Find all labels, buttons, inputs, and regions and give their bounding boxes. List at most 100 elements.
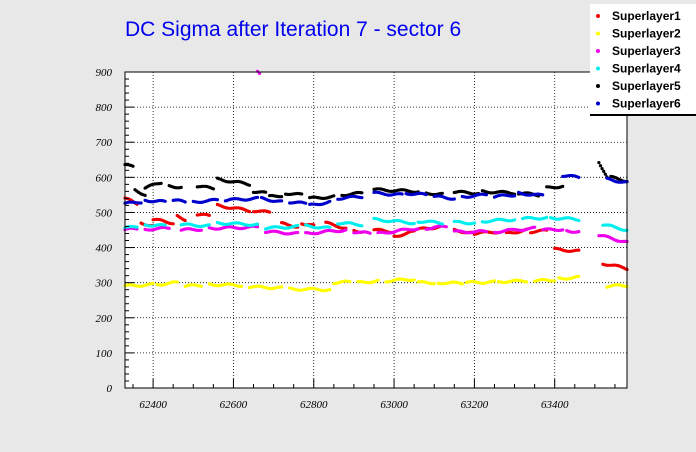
- data-point: [280, 199, 284, 203]
- data-point: [257, 71, 262, 75]
- data-point: [484, 230, 488, 234]
- data-point: [432, 282, 436, 286]
- data-point: [131, 164, 135, 168]
- data-point: [179, 185, 183, 189]
- data-point: [167, 226, 171, 230]
- legend-label: Superlayer4: [612, 62, 681, 76]
- data-point: [207, 213, 211, 217]
- data-point: [400, 192, 404, 196]
- data-point: [159, 181, 163, 185]
- legend-marker: [596, 66, 600, 71]
- y-tick-label: 100: [96, 348, 113, 360]
- data-point: [247, 183, 252, 187]
- x-tick-label: 63000: [380, 399, 408, 411]
- data-point: [577, 274, 581, 278]
- data-point: [416, 227, 420, 231]
- data-point: [255, 195, 260, 199]
- data-point: [597, 161, 601, 165]
- data-point: [175, 280, 179, 284]
- y-tick-label: 200: [96, 313, 113, 325]
- data-point: [412, 221, 416, 226]
- data-point: [163, 199, 167, 203]
- legend-label: Superlayer5: [612, 79, 681, 93]
- x-tick-label: 63200: [461, 399, 489, 411]
- data-point: [207, 223, 211, 227]
- data-point: [577, 230, 581, 234]
- legend-marker: [596, 84, 600, 88]
- data-point: [460, 282, 464, 286]
- axis-ticks: 62400 62600 62800 63000 63200 63400 0 100 200 300…: [95, 67, 616, 411]
- data-point: [163, 223, 167, 227]
- series-superlayer6: [123, 173, 629, 207]
- y-tick-label: 400: [96, 243, 113, 255]
- data-point: [424, 193, 428, 197]
- legend-item: Superlayer3: [596, 44, 681, 58]
- data-point: [171, 222, 175, 226]
- legend-item: Superlayer5: [596, 79, 681, 93]
- data-point: [440, 191, 444, 195]
- data-point: [452, 197, 456, 201]
- data-point: [280, 285, 284, 289]
- data-point: [360, 196, 364, 200]
- data-point: [328, 288, 332, 292]
- y-tick-label: 800: [96, 102, 113, 114]
- data-point: [360, 191, 364, 195]
- data-point: [304, 201, 308, 205]
- legend-marker: [596, 49, 600, 53]
- data-point: [348, 280, 352, 284]
- legend-label: Superlayer1: [612, 9, 681, 23]
- data-point: [444, 225, 448, 229]
- data-point: [199, 228, 203, 232]
- data-point: [541, 193, 545, 197]
- data-point: [328, 199, 332, 203]
- data-point: [296, 230, 300, 235]
- data-point: [545, 215, 549, 219]
- series-superlayer4: [123, 215, 629, 232]
- data-point: [561, 184, 565, 188]
- series-superlayer2: [123, 274, 629, 293]
- data-point: [268, 210, 272, 214]
- legend-marker: [596, 14, 600, 18]
- data-point: [598, 164, 603, 168]
- data-point: [211, 187, 215, 191]
- y-tick-label: 900: [96, 67, 113, 79]
- data-point: [151, 281, 155, 285]
- data-point: [247, 210, 252, 214]
- data-point: [300, 192, 304, 196]
- data-point: [533, 225, 537, 229]
- data-point: [553, 279, 557, 283]
- chart-title: DC Sigma after Iteration 7 - sector 6: [125, 18, 461, 41]
- y-tick-label: 500: [96, 207, 113, 219]
- data-point: [577, 175, 581, 179]
- data-point: [183, 200, 187, 204]
- data-point: [215, 198, 219, 202]
- data-point: [183, 218, 187, 223]
- data-point: [296, 223, 300, 228]
- data-point: [484, 193, 488, 197]
- series-superlayer3: [123, 69, 629, 244]
- data-point: [239, 284, 244, 289]
- legend: Superlayer1 Superlayer2 Superlayer3 Superla…: [590, 4, 696, 116]
- legend-label: Superlayer3: [612, 44, 681, 58]
- data-point: [143, 193, 147, 197]
- data-point: [376, 278, 380, 282]
- data-point: [561, 228, 565, 232]
- data-point: [332, 194, 336, 198]
- data-point: [577, 218, 581, 223]
- legend-label: Superlayer2: [612, 27, 681, 41]
- legend-box: [590, 4, 696, 115]
- legend-label: Superlayer6: [612, 97, 681, 111]
- y-tick-label: 600: [96, 172, 113, 184]
- legend-marker: [596, 101, 600, 106]
- y-tick-label: 700: [96, 137, 113, 149]
- data-point: [255, 225, 260, 229]
- legend-item: Superlayer2: [596, 27, 681, 41]
- data-point: [577, 248, 581, 252]
- data-point: [440, 222, 444, 226]
- data-point: [280, 195, 284, 199]
- plot-frame: [124, 71, 628, 389]
- data-point: [513, 218, 517, 222]
- y-tick-label: 300: [95, 278, 113, 290]
- y-tick-label: 0: [107, 383, 113, 395]
